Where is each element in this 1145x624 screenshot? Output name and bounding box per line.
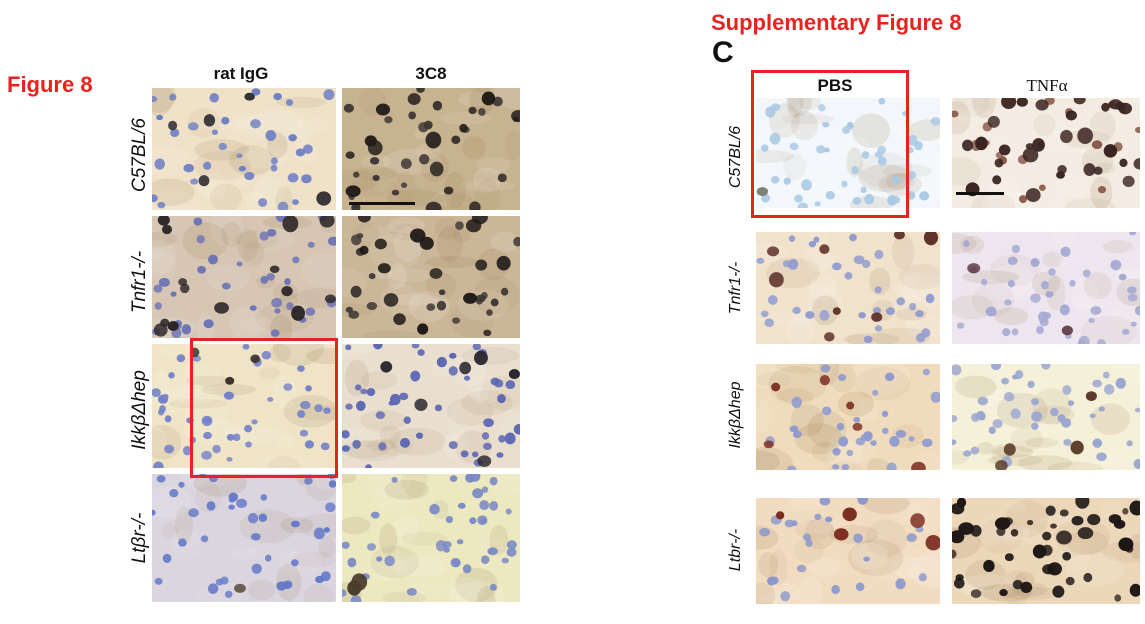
micrograph-ikkb-rat-igg [152, 344, 336, 468]
highlight-box-right [751, 70, 909, 218]
micrograph-c57bl6-tnfa [952, 98, 1140, 208]
panel-letter-c: C [712, 36, 734, 69]
micrograph-tnfr1-tnfa [952, 232, 1140, 344]
column-label-3c8: 3C8 [415, 64, 447, 83]
row-label-ltbr-right: Ltbr-/- [727, 528, 744, 572]
micrograph-ltbr-tnfa [952, 498, 1140, 604]
scale-bar [349, 202, 415, 205]
column-label-tnfa: TNFα [1026, 76, 1068, 95]
micrograph-ikkb-tnfa [952, 364, 1140, 470]
row-label-ikkb-hep-right: IkkβΔhep [727, 381, 744, 449]
micrograph-ltbr-pbs [756, 498, 940, 604]
micrograph-c57bl6-rat-igg [152, 88, 336, 210]
column-label-rat-igg: rat IgG [213, 64, 269, 83]
micrograph-ikkb-pbs [756, 364, 940, 470]
row-label-tnfr1-right: Tnfr1-/- [727, 261, 744, 315]
micrograph-tnfr1-3c8 [342, 216, 520, 338]
micrograph-ikkb-3c8 [342, 344, 520, 468]
micrograph-c57bl6-pbs [756, 98, 940, 208]
highlight-box-left [190, 338, 338, 478]
row-label-c57bl6-right: C57BL/6 [727, 125, 744, 189]
supplementary-figure-8-title: Supplementary Figure 8 [711, 10, 962, 35]
micrograph-tnfr1-rat-igg [152, 216, 336, 338]
micrograph-ltbr-3c8 [342, 474, 520, 602]
micrograph-ltbr-rat-igg [152, 474, 336, 602]
micrograph-c57bl6-3c8 [342, 88, 520, 210]
scale-bar-right [956, 192, 1004, 195]
micrograph-tnfr1-pbs [756, 232, 940, 344]
column-label-pbs: PBS [817, 76, 853, 95]
figure-8-title: Figure 8 [7, 72, 93, 97]
